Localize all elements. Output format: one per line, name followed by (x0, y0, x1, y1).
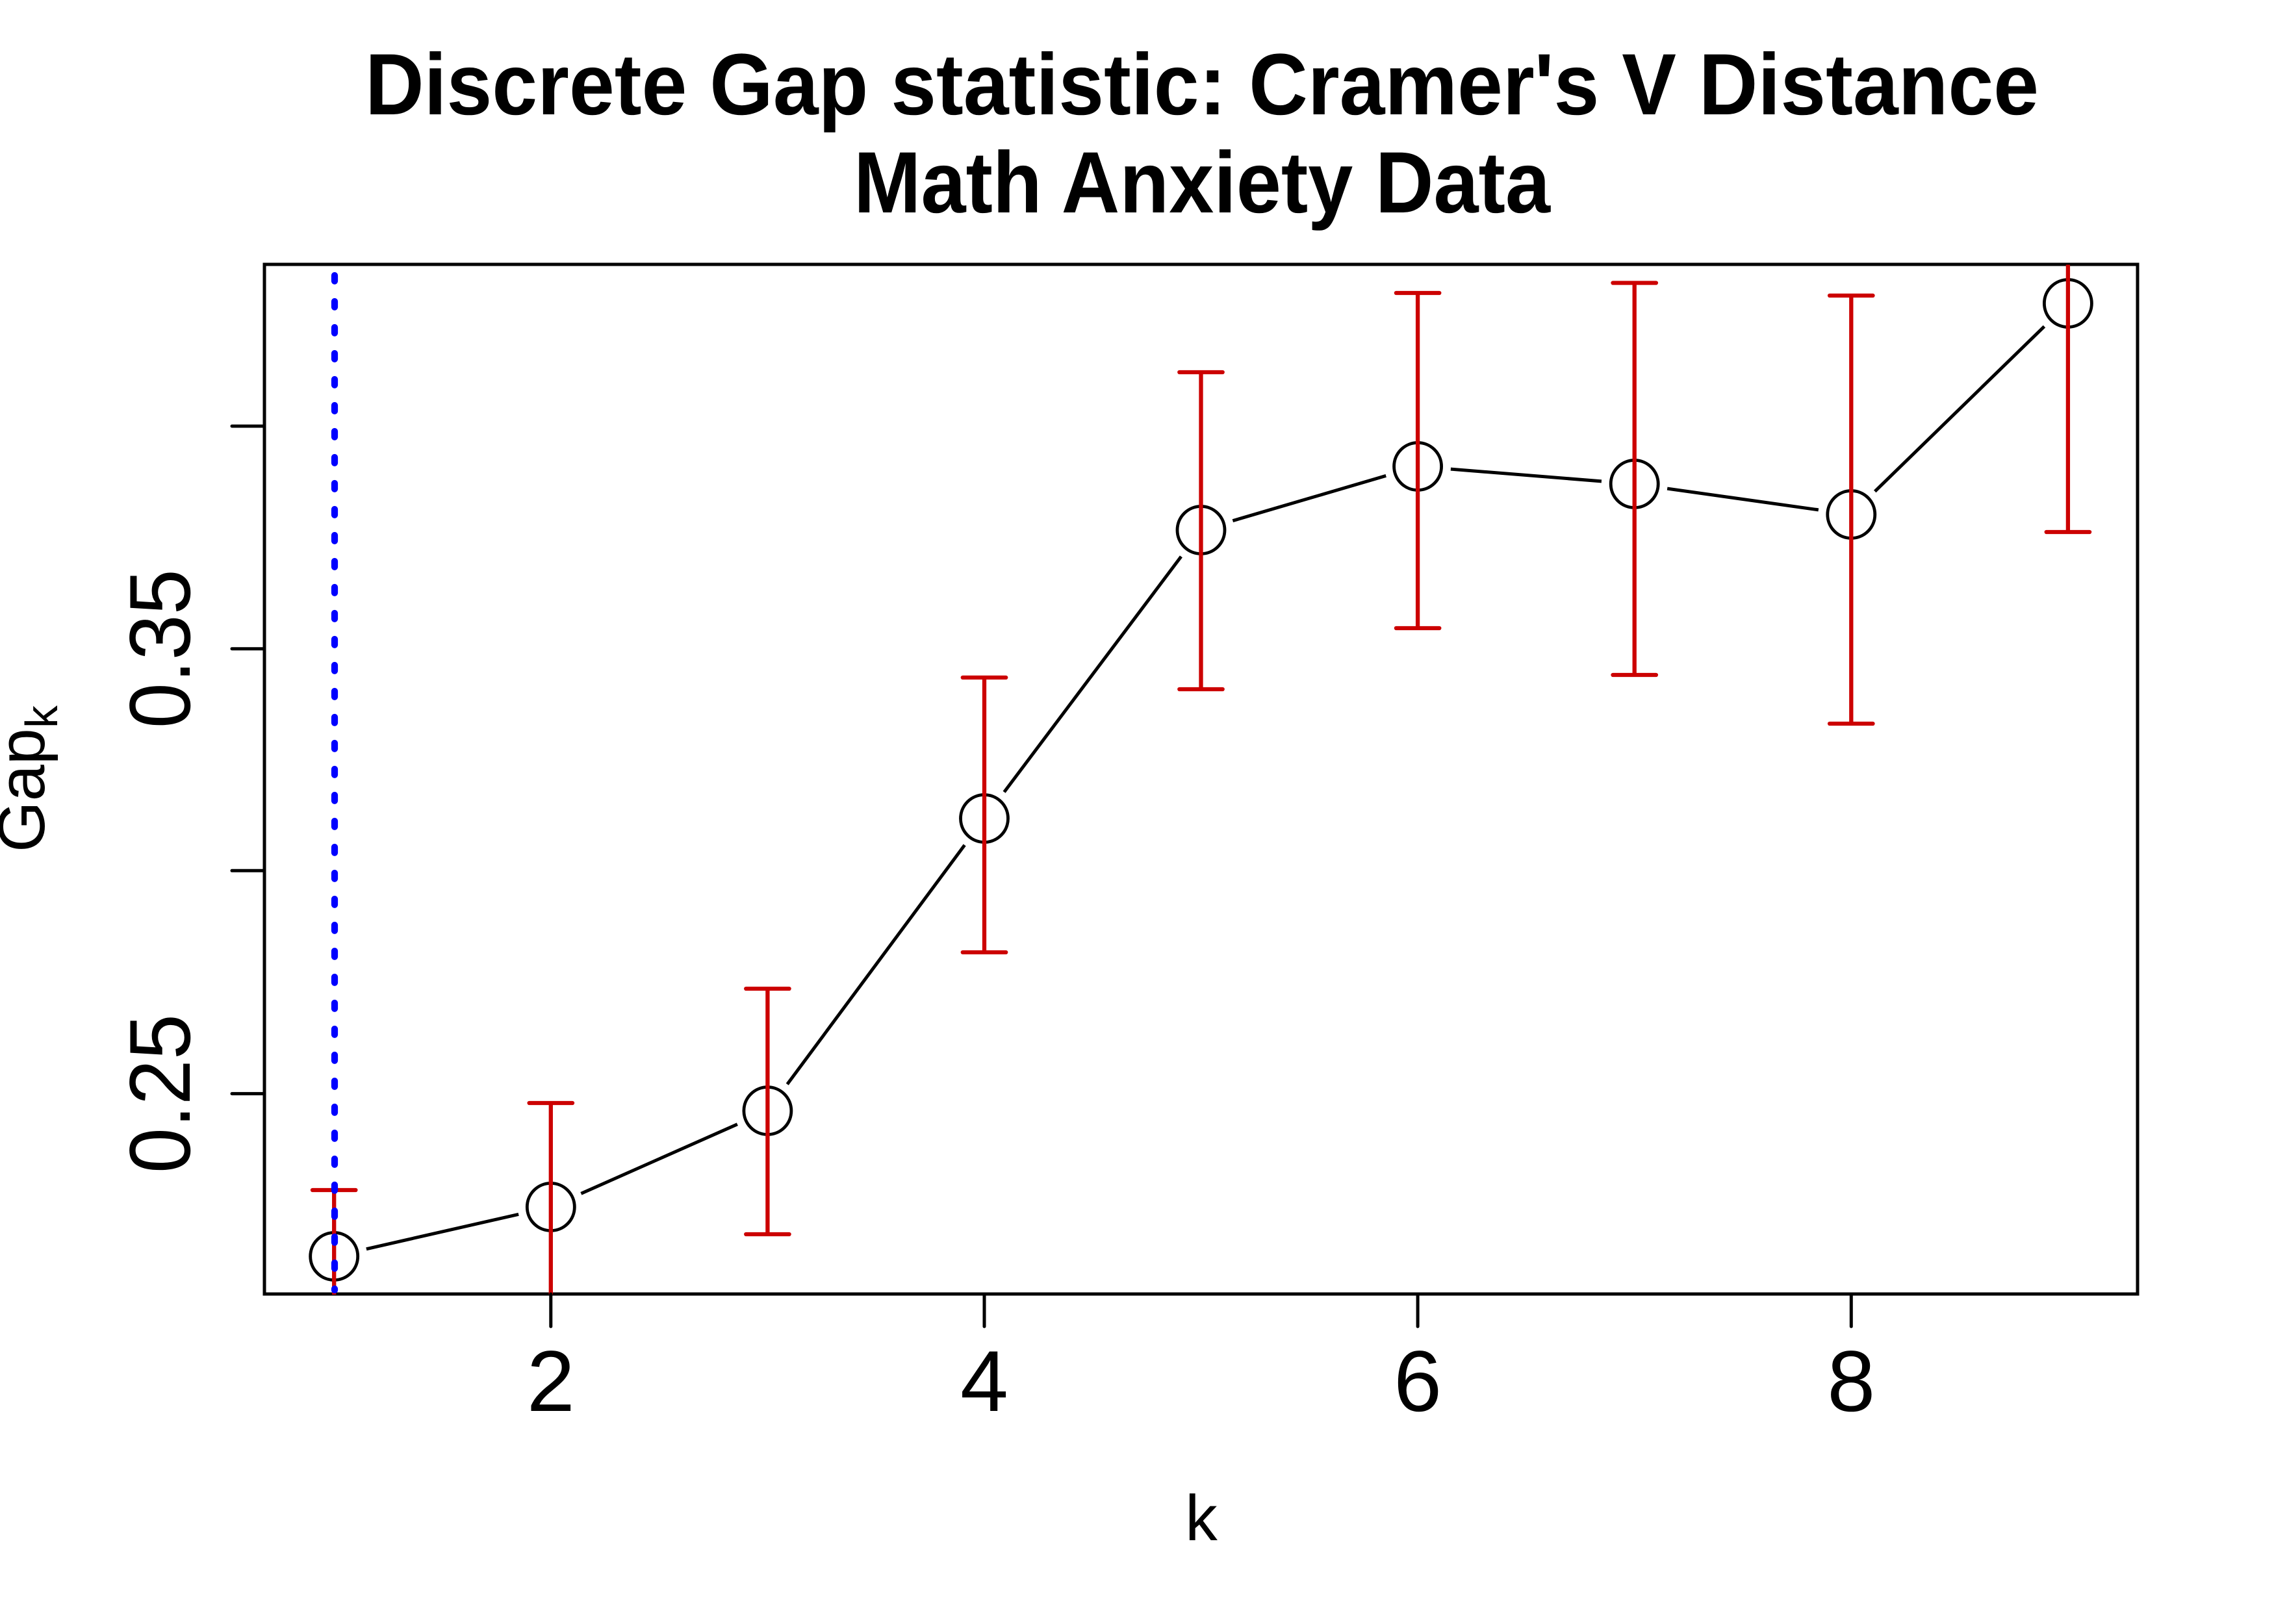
svg-text:8: 8 (1827, 1334, 1875, 1430)
svg-text:0.25: 0.25 (112, 1014, 209, 1173)
svg-text:k: k (1185, 1482, 1218, 1554)
svg-text:Gapk: Gapk (0, 705, 67, 852)
svg-text:6: 6 (1394, 1334, 1442, 1430)
svg-text:2: 2 (527, 1334, 575, 1430)
svg-text:0.35: 0.35 (112, 569, 209, 728)
svg-text:Discrete Gap statistic: Cramer: Discrete Gap statistic: Cramer's V Dista… (365, 36, 2039, 133)
svg-text:Math Anxiety Data: Math Anxiety Data (854, 134, 1551, 231)
svg-text:4: 4 (960, 1334, 1008, 1430)
